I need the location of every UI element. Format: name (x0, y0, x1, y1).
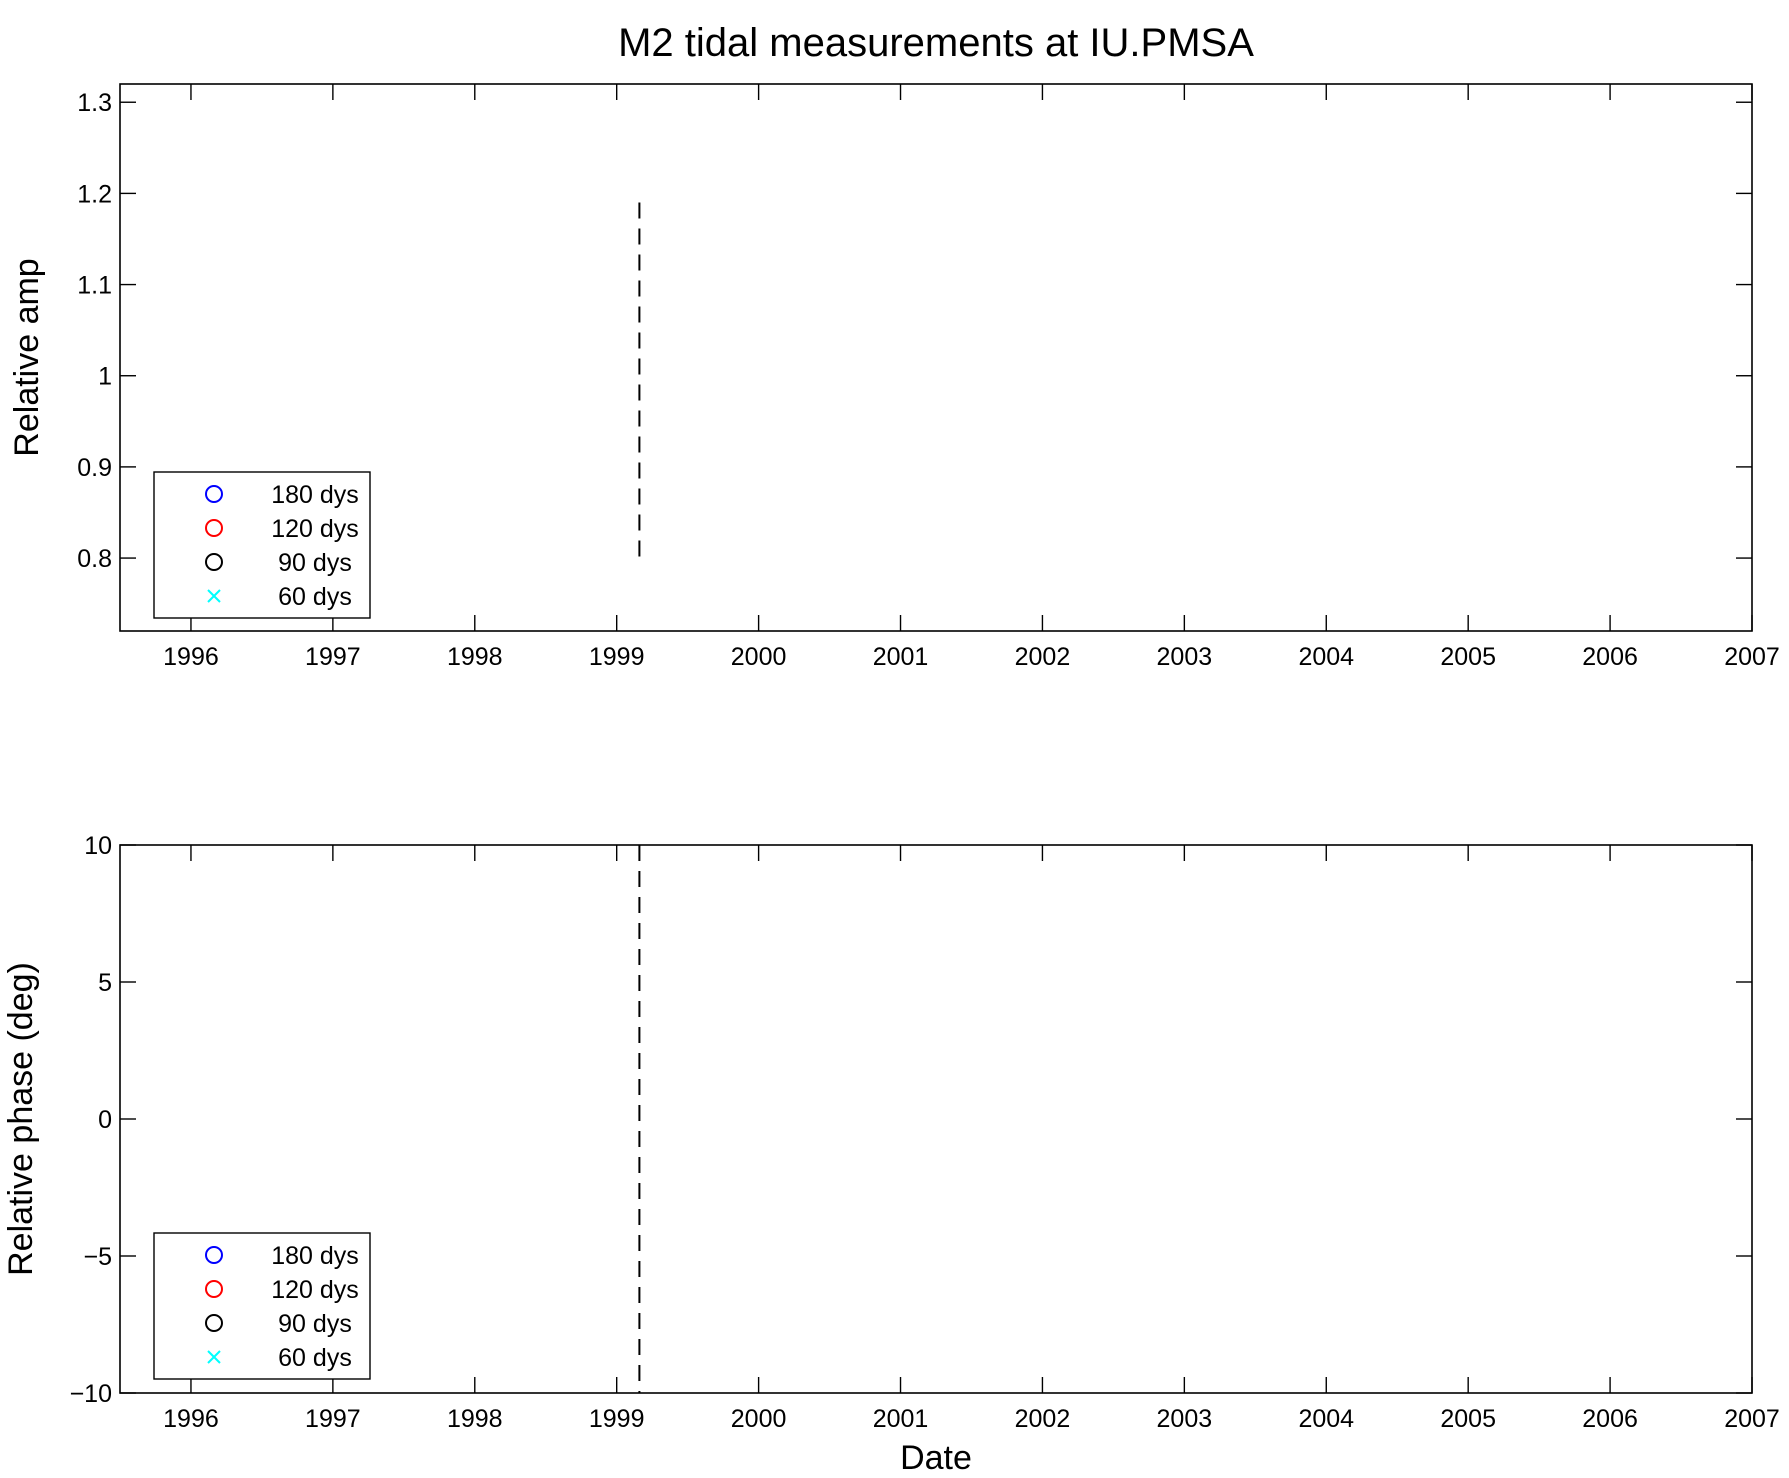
legend-marker-circle (205, 519, 223, 537)
x-tick-label: 1997 (305, 1405, 361, 1433)
legend: 180 dys 120 dys 90 dys 60 dys (153, 471, 371, 619)
y-tick-label: −10 (70, 1380, 112, 1408)
x-tick-label: 2000 (731, 643, 787, 671)
x-tick-label: 2006 (1582, 1405, 1638, 1433)
legend-label: 90 dys (278, 1310, 352, 1338)
x-axis-label: Date (900, 1439, 972, 1477)
legend-label: 120 dys (271, 515, 359, 543)
y-tick-label: 0.8 (77, 545, 112, 573)
y-axis-label: Relative phase (deg) (2, 962, 40, 1276)
x-tick-label: 1996 (163, 1405, 219, 1433)
legend-label: 180 dys (271, 481, 359, 509)
legend-marker-circle (205, 1246, 223, 1264)
x-tick-label: 2002 (1015, 1405, 1071, 1433)
x-tick-label: 2003 (1157, 643, 1213, 671)
legend-marker-circle (205, 553, 223, 571)
y-tick-label: 0.9 (77, 454, 112, 482)
x-tick-label: 2004 (1298, 1405, 1354, 1433)
legend-marker-circle (205, 1314, 223, 1332)
y-tick-label: −5 (83, 1243, 112, 1271)
x-tick-label: 2001 (873, 1405, 929, 1433)
x-tick-label: 2003 (1157, 1405, 1213, 1433)
y-tick-label: 1.3 (77, 89, 112, 117)
x-tick-label: 1997 (305, 643, 361, 671)
legend-label: 180 dys (271, 1242, 359, 1270)
x-tick-label: 2002 (1015, 643, 1071, 671)
legend-marker-x (207, 1350, 221, 1364)
legend-marker-x (207, 589, 221, 603)
y-axis-label: Relative amp (8, 258, 46, 456)
y-tick-label: 0 (98, 1106, 112, 1134)
legend-label: 60 dys (278, 1344, 352, 1372)
x-tick-label: 1999 (589, 1405, 645, 1433)
legend-label: 60 dys (278, 583, 352, 611)
x-tick-label: 2005 (1440, 643, 1496, 671)
legend: 180 dys 120 dys 90 dys 60 dys (153, 1232, 371, 1380)
chart-title: M2 tidal measurements at IU.PMSA (618, 21, 1254, 65)
y-tick-label: 1 (98, 363, 112, 391)
legend-box (153, 1232, 371, 1380)
x-tick-label: 2004 (1298, 643, 1354, 671)
legend-marker-circle (205, 485, 223, 503)
axes-box (119, 83, 1753, 632)
y-tick-label: 10 (84, 832, 112, 860)
x-tick-label: 2005 (1440, 1405, 1496, 1433)
y-tick-label: 5 (98, 969, 112, 997)
x-tick-label: 2000 (731, 1405, 787, 1433)
x-tick-label: 1996 (163, 643, 219, 671)
legend-marker-circle (205, 1280, 223, 1298)
x-tick-label: 2007 (1724, 643, 1780, 671)
x-tick-label: 1999 (589, 643, 645, 671)
x-tick-label: 2007 (1724, 1405, 1780, 1433)
x-tick-label: 1998 (447, 1405, 503, 1433)
subplot-2: 1996 1997 1998 1999 2000 2001 2002 2003 2004 2005… (2, 832, 1780, 1477)
x-tick-label: 2006 (1582, 643, 1638, 671)
legend-label: 120 dys (271, 1276, 359, 1304)
y-tick-label: 1.2 (77, 180, 112, 208)
legend-box (153, 471, 371, 619)
subplot-1: 1996 1997 1998 1999 2000 2001 2002 2003 2004 2005… (8, 21, 1780, 671)
x-tick-label: 2001 (873, 643, 929, 671)
y-tick-label: 1.1 (77, 272, 112, 300)
legend-label: 90 dys (278, 549, 352, 577)
x-tick-label: 1998 (447, 643, 503, 671)
